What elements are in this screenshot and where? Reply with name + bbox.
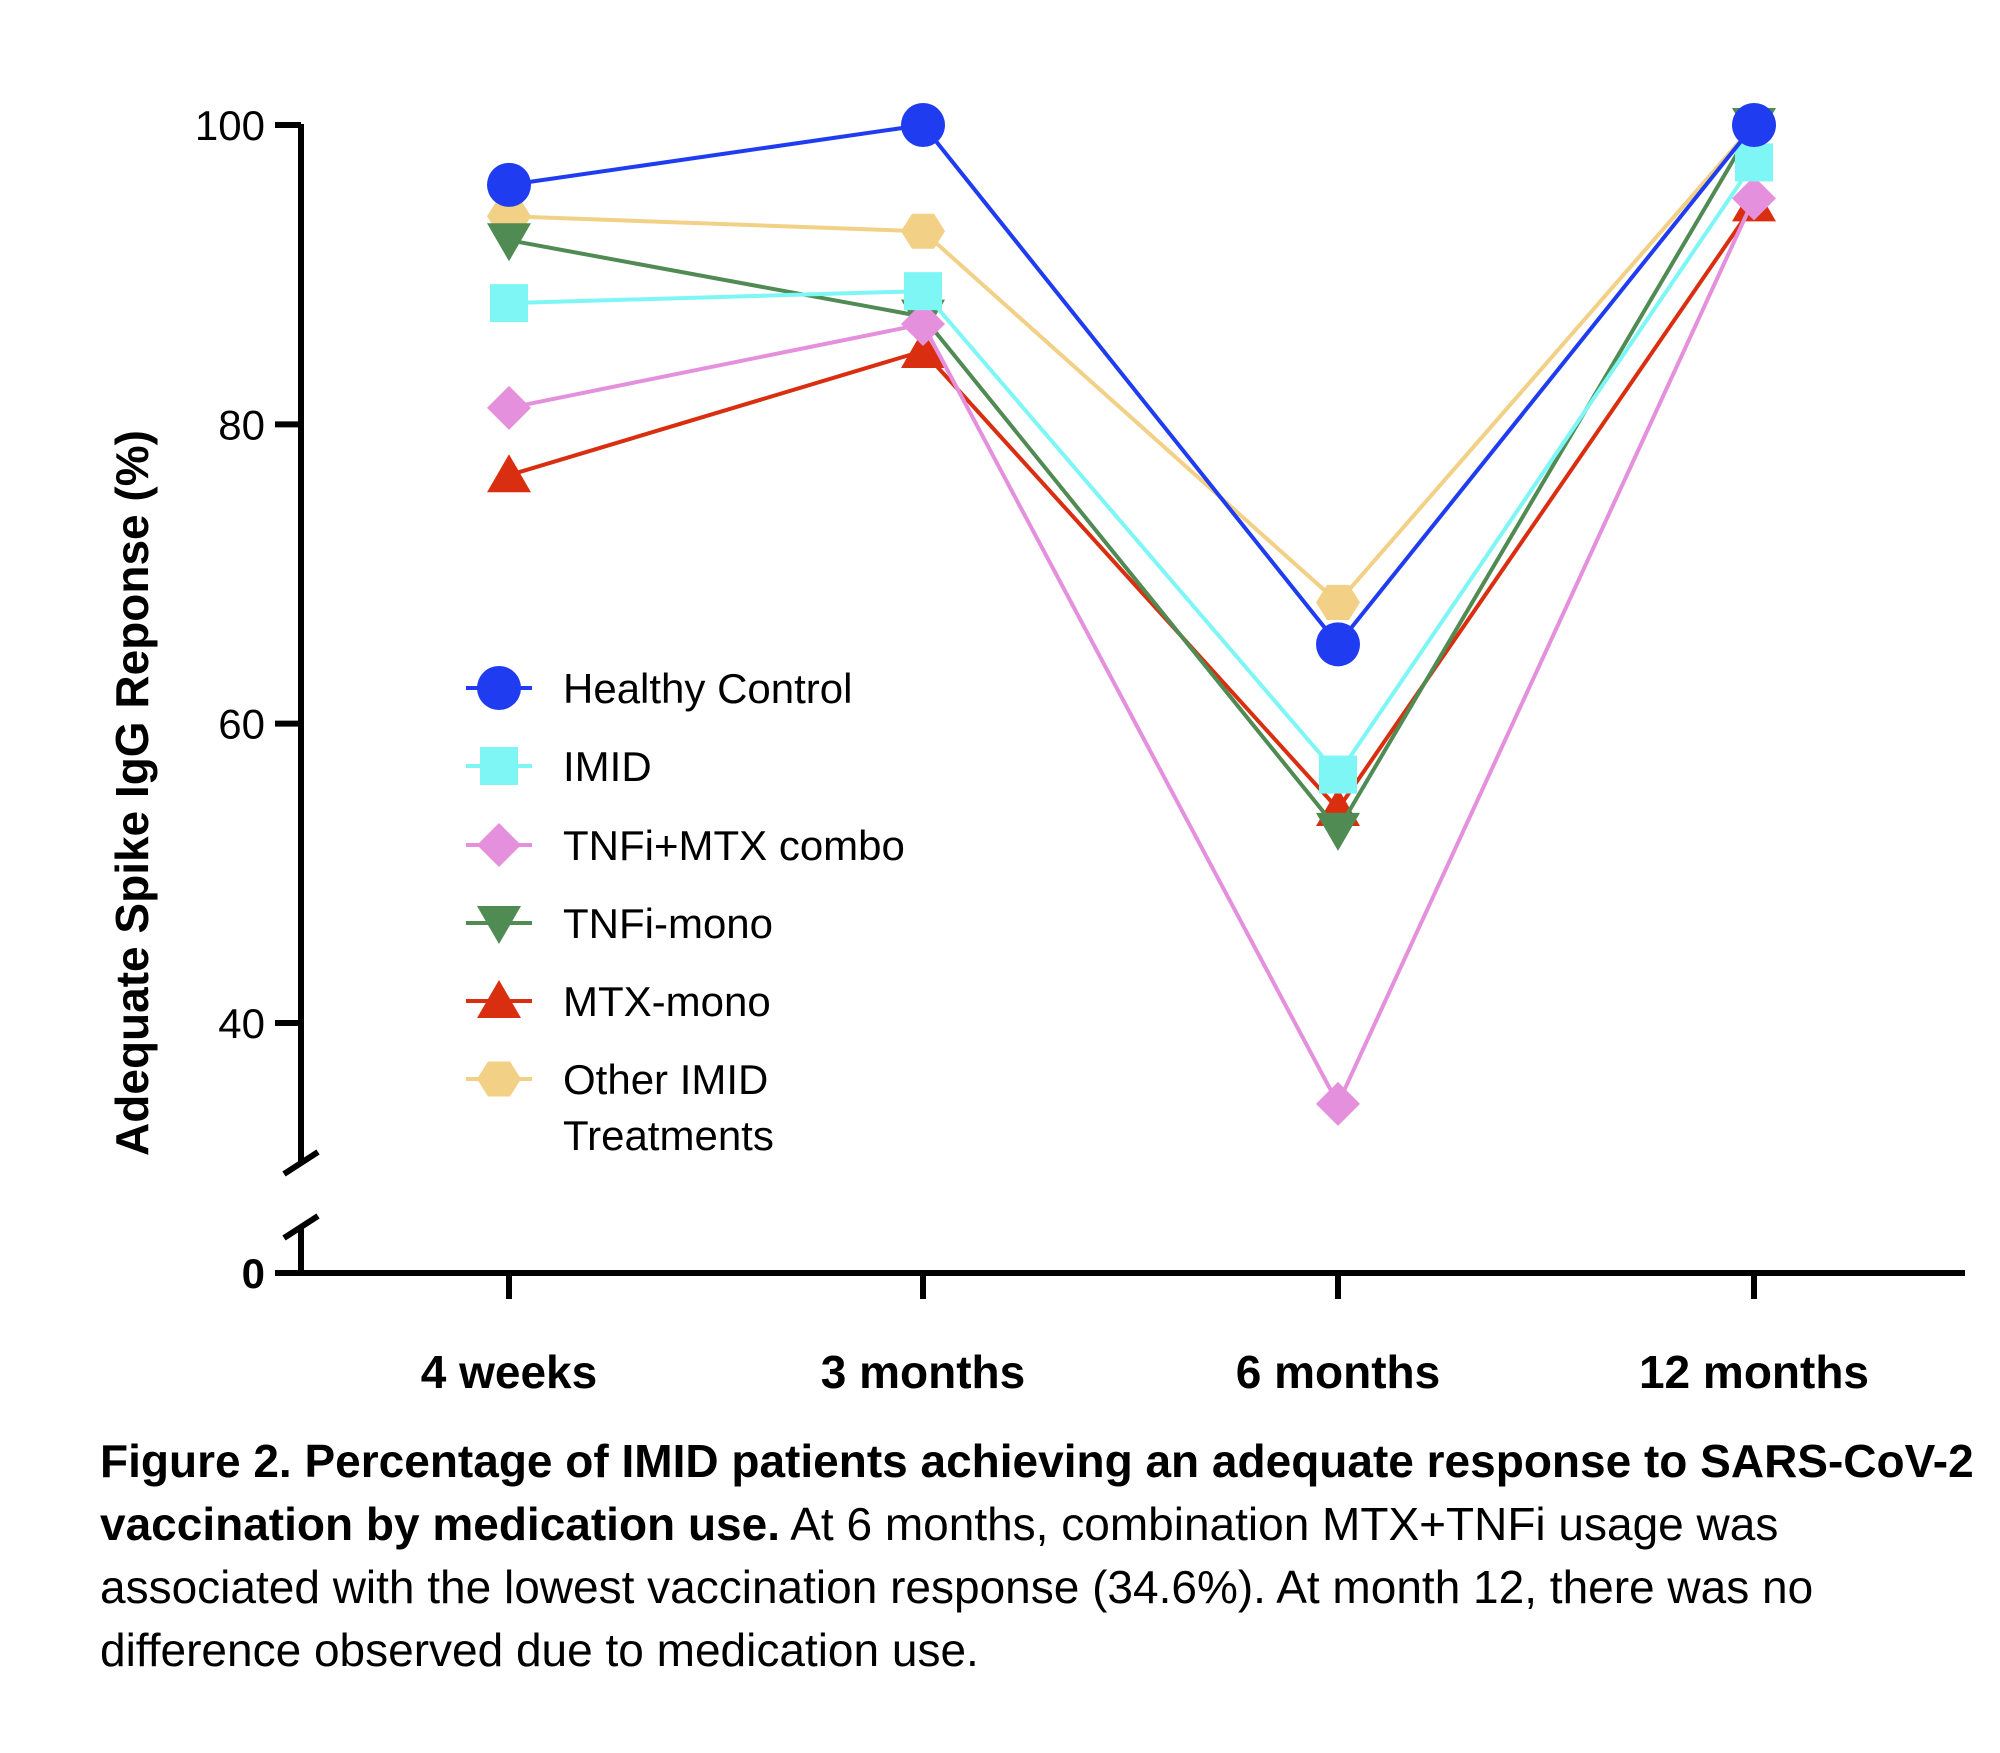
data-point	[1316, 622, 1360, 667]
y-tick-label: 80	[218, 401, 265, 448]
caption-title: Figure 2. Percentage of IMID patients ac…	[100, 1435, 1974, 1550]
legend-label-line: MTX-mono	[563, 978, 771, 1025]
y-tick-label: 40	[218, 1000, 265, 1047]
legend-label-line: Healthy Control	[563, 665, 852, 712]
series-mtx-mono	[487, 183, 1776, 826]
data-point	[490, 284, 528, 323]
data-point	[487, 162, 531, 207]
legend-label-line: Treatments	[563, 1112, 774, 1159]
legend-label: Other IMID Treatments	[563, 1056, 774, 1159]
data-point	[904, 272, 942, 311]
x-tick-label: 4 weeks	[421, 1346, 597, 1398]
legend-item: MTX-mono	[466, 978, 771, 1025]
series-line	[508, 203, 1756, 813]
legend-item: IMID	[466, 743, 652, 790]
legend-label: TNFi-mono	[563, 900, 773, 947]
legend-label: MTX-mono	[563, 978, 771, 1025]
y-tick-label: 60	[218, 701, 265, 748]
data-point	[901, 329, 945, 368]
figure-caption: Figure 2. Percentage of IMID patients ac…	[100, 1430, 1980, 1682]
legend-label-line: IMID	[563, 743, 652, 790]
data-point	[487, 385, 531, 430]
series-line	[508, 123, 1756, 834]
data-point	[1319, 755, 1357, 794]
x-tick-label: 12 months	[1639, 1346, 1869, 1398]
data-point	[487, 454, 531, 493]
caption-text: At 6 months, combination MTX+TNFi usage …	[100, 1498, 1814, 1676]
data-point	[477, 823, 521, 867]
chart: 100 80 60 40 0 4 weeks 3 months 6 months 12 mon…	[106, 102, 1965, 1398]
legend-item: TNFi-mono	[466, 900, 773, 947]
series-line	[508, 161, 1756, 778]
axes	[282, 124, 1965, 1276]
y-ticks: 100 80 60 40 0	[195, 102, 301, 1297]
legend-item: TNFi+MTX combo	[466, 822, 905, 869]
data-point	[477, 1061, 521, 1097]
x-tick-label: 3 months	[821, 1346, 1025, 1398]
axis-break-mark-upper	[282, 1149, 320, 1177]
legend-item: Other IMID Treatments	[466, 1056, 774, 1159]
series-other-imid-treatments	[487, 107, 1776, 620]
data-point	[480, 747, 518, 785]
x-ticks: 4 weeks 3 months 6 months 12 months	[421, 1273, 1869, 1398]
data-point	[901, 213, 945, 249]
data-point	[901, 103, 945, 147]
series-line	[508, 123, 1756, 606]
y-tick-label: 100	[195, 102, 265, 149]
data-point	[477, 980, 521, 1018]
data-point	[487, 223, 531, 262]
data-point	[1732, 103, 1776, 147]
data-point	[477, 666, 521, 710]
axis-break-mark-lower	[282, 1213, 320, 1241]
data-point	[1316, 584, 1360, 620]
series-tnfi-mono	[487, 108, 1776, 851]
data-point	[1316, 1081, 1360, 1126]
data-point	[477, 906, 521, 944]
x-tick-label: 6 months	[1236, 1346, 1440, 1398]
data-point	[1732, 176, 1776, 221]
legend-label-line: TNFi+MTX combo	[563, 822, 905, 869]
y-axis-label: Adequate Spike IgG Reponse (%)	[106, 430, 158, 1156]
legend-label: Healthy Control	[563, 665, 852, 712]
legend-label-line: TNFi-mono	[563, 900, 773, 947]
data-point	[901, 302, 945, 347]
y-tick-label: 0	[242, 1250, 265, 1297]
legend-label-line: Other IMID	[563, 1056, 768, 1103]
series-line	[508, 122, 1756, 648]
series-healthy-control	[487, 103, 1776, 667]
series-tnfi-mtx-combo	[487, 176, 1776, 1126]
series-line	[508, 197, 1756, 1109]
data-point	[1316, 812, 1360, 851]
legend-label: IMID	[563, 743, 652, 790]
legend: Healthy Control IMID TNFi+MTX combo TNFi-mo…	[466, 665, 905, 1159]
legend-label: TNFi+MTX combo	[563, 822, 905, 869]
legend-item: Healthy Control	[466, 665, 852, 712]
series-layer	[487, 103, 1776, 1126]
series-imid	[490, 143, 1773, 794]
data-point	[1735, 143, 1773, 182]
